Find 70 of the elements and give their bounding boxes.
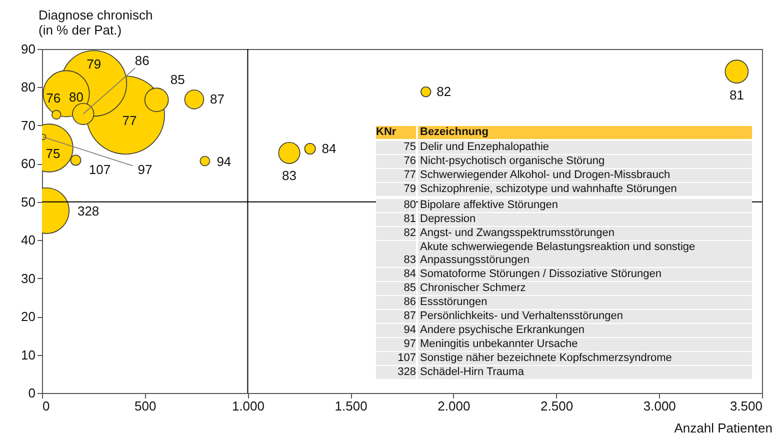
x-tick-label: 0 [42, 398, 50, 414]
annotation: KNr [376, 126, 416, 139]
annotation: Chronischer Schmerz [418, 282, 752, 295]
annotation: 97 [376, 338, 416, 351]
annotation: 81 [376, 213, 416, 226]
annotation: 328 [376, 366, 416, 379]
annotation: 79 [86, 56, 102, 72]
annotation: 83 [282, 168, 297, 183]
annotation: Schizophrenie, schizotype und wahnhafte Störungen [418, 183, 752, 196]
annotation: 107 [88, 162, 111, 178]
x-tick-label: 1.000 [232, 398, 264, 414]
x-tick-label: 2.000 [438, 398, 470, 414]
x-tick-label: 1.500 [334, 398, 368, 414]
annotation: Delir und Enzephalopathie [418, 141, 752, 154]
y-tick-label: 60 [21, 156, 36, 172]
annotation: Andere psychische Erkrankungen [418, 324, 752, 337]
annotation: 77 [122, 113, 137, 128]
y-tick-label: 20 [21, 309, 36, 324]
x-tick-label: 3.500 [730, 398, 762, 414]
annotation: 85 [376, 282, 416, 295]
y-tick-label: 10 [21, 347, 36, 362]
x-tick-label: 500 [134, 398, 156, 414]
y-tick-label: 30 [21, 270, 36, 286]
annotation: 76 [376, 155, 416, 168]
annotation: Schädel-Hirn Trauma [418, 366, 752, 379]
annotation: 76 [46, 90, 61, 106]
annotation: 84 [322, 140, 336, 156]
annotation: 80 [69, 90, 84, 105]
annotation: 75 [46, 146, 60, 161]
annotation: Essstörungen [418, 296, 752, 309]
annotation: Persönlichkeits- und Verhaltensstörungen [418, 310, 752, 323]
annotation: 85 [170, 72, 185, 87]
annotation: Somatoforme Störungen / Dissoziative Störungen [418, 268, 752, 281]
y-tick-label: 0 [28, 386, 36, 400]
annotation: 86 [134, 52, 150, 68]
y-tick-label: 40 [21, 232, 36, 248]
annotation: Akute schwerwiegende Belastungsreaktion und sonstige Anpassungsstörungen [418, 241, 752, 267]
x-axis-title: Anzahl Patienten [674, 420, 772, 435]
annotation: 94 [216, 154, 232, 169]
annotation: 328 [77, 204, 100, 219]
x-tick-label: 2.500 [540, 398, 574, 414]
annotation: Schwerwiegender Alkohol- und Drogen-Missbrauch [418, 169, 752, 182]
y-axis-title: Diagnose chronisch (in % der Pat.) [38, 8, 153, 38]
x-tick-label: 3.000 [643, 398, 676, 414]
y-tick-label: 90 [21, 42, 36, 56]
y-tick-label: 80 [21, 80, 36, 95]
annotation: 107 [376, 352, 416, 365]
annotation: 84 [376, 268, 416, 281]
annotation: 87 [210, 91, 224, 106]
annotation: Depression [418, 213, 752, 226]
annotation: 83 [376, 241, 416, 267]
annotation: 87 [376, 310, 416, 323]
y-tick-label: 50 [21, 194, 36, 210]
annotation: Meningitis unbekannter Ursache [418, 338, 752, 351]
annotation: 82 [436, 84, 452, 99]
annotation: Nicht-psychotisch organische Störung [418, 155, 752, 168]
annotation: 81 [729, 88, 744, 103]
annotation: Bipolare affektive Störungen [418, 199, 752, 212]
annotation: 80 [376, 199, 416, 212]
annotation: 75 [376, 141, 416, 154]
annotation: 94 [376, 324, 416, 337]
annotation: Bezeichnung [418, 126, 752, 139]
annotation: Sonstige näher bezeichnete Kopfschmerzsyndrome [418, 352, 752, 365]
annotation: 97 [138, 162, 152, 177]
annotation: 79 [376, 183, 416, 196]
annotation: 77 [376, 169, 416, 182]
annotation: 86 [376, 296, 416, 309]
y-tick-label: 70 [21, 118, 36, 133]
annotation: 82 [376, 227, 416, 240]
annotation: Angst- und Zwangsspektrumsstörungen [418, 227, 752, 240]
